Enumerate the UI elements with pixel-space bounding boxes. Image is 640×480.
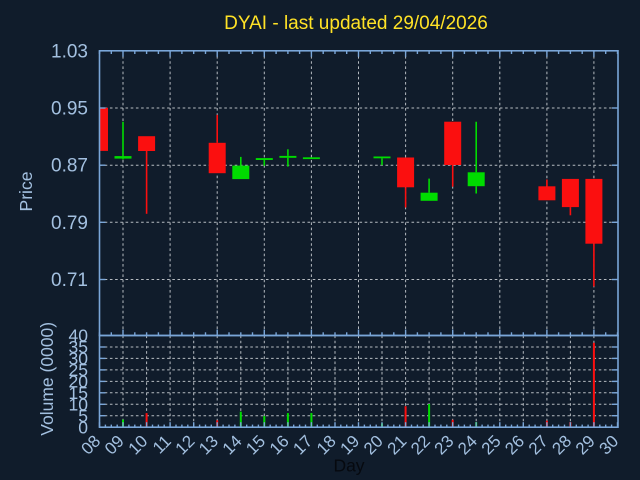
svg-text:20: 20: [69, 372, 89, 392]
svg-text:5: 5: [78, 406, 88, 426]
svg-text:0.87: 0.87: [51, 156, 88, 177]
svg-text:25: 25: [69, 360, 88, 380]
svg-text:0: 0: [78, 417, 88, 437]
svg-text:1.03: 1.03: [51, 41, 88, 62]
svg-text:0.79: 0.79: [51, 213, 88, 234]
svg-text:15: 15: [69, 383, 88, 403]
svg-text:0.71: 0.71: [51, 270, 88, 291]
svg-text:Day: Day: [333, 456, 364, 476]
svg-text:Price: Price: [16, 172, 36, 212]
svg-text:30: 30: [69, 349, 89, 369]
svg-text:0.95: 0.95: [51, 99, 88, 120]
svg-text:40: 40: [69, 326, 89, 346]
svg-text:DYAI - last updated 29/04/2026: DYAI - last updated 29/04/2026: [224, 13, 488, 34]
svg-text:10: 10: [69, 395, 89, 415]
svg-text:35: 35: [69, 337, 88, 357]
svg-text:Volume (0000): Volume (0000): [37, 322, 57, 436]
